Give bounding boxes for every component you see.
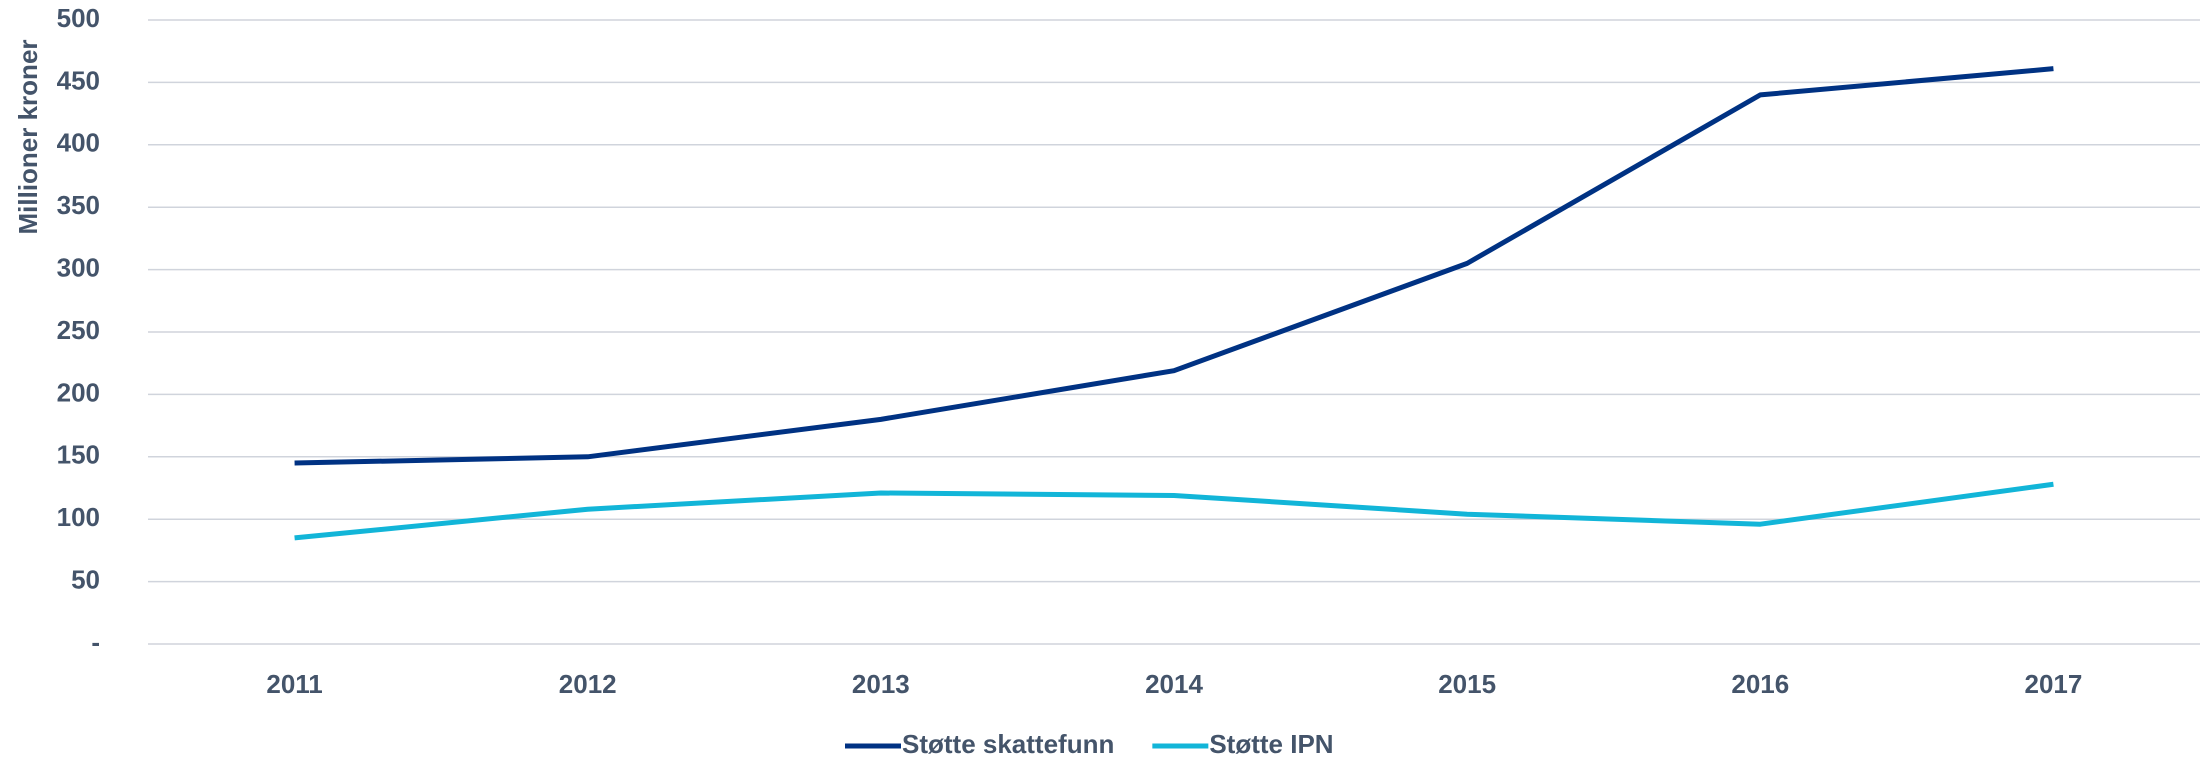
y-tick-label: 150: [57, 440, 100, 470]
line-series: [294, 481, 2054, 541]
y-tick-label: 250: [57, 315, 100, 345]
line-series: [294, 66, 2054, 466]
x-tick-label: 2014: [1145, 669, 1203, 699]
y-tick-label: 500: [57, 3, 100, 33]
y-tick-label: 100: [57, 502, 100, 532]
x-tick-label: 2012: [559, 669, 617, 699]
legend-label: Støtte skattefunn: [902, 729, 1114, 759]
y-tick-label: 300: [57, 252, 100, 282]
x-tick-label: 2016: [1731, 669, 1789, 699]
y-tick-label: -: [91, 627, 100, 657]
x-tick-label: 2015: [1438, 669, 1496, 699]
x-tick-label: 2017: [2025, 669, 2083, 699]
y-tick-label: 450: [57, 65, 100, 95]
legend-label: Støtte IPN: [1209, 729, 1333, 759]
x-tick-label: 2011: [266, 669, 322, 699]
y-tick-label: 200: [57, 377, 100, 407]
y-tick-label: 350: [57, 190, 100, 220]
y-tick-label: 50: [71, 564, 100, 594]
y-axis-label: Millioner kroner: [13, 39, 43, 234]
x-tick-label: 2013: [852, 669, 910, 699]
y-tick-label: 400: [57, 128, 100, 158]
